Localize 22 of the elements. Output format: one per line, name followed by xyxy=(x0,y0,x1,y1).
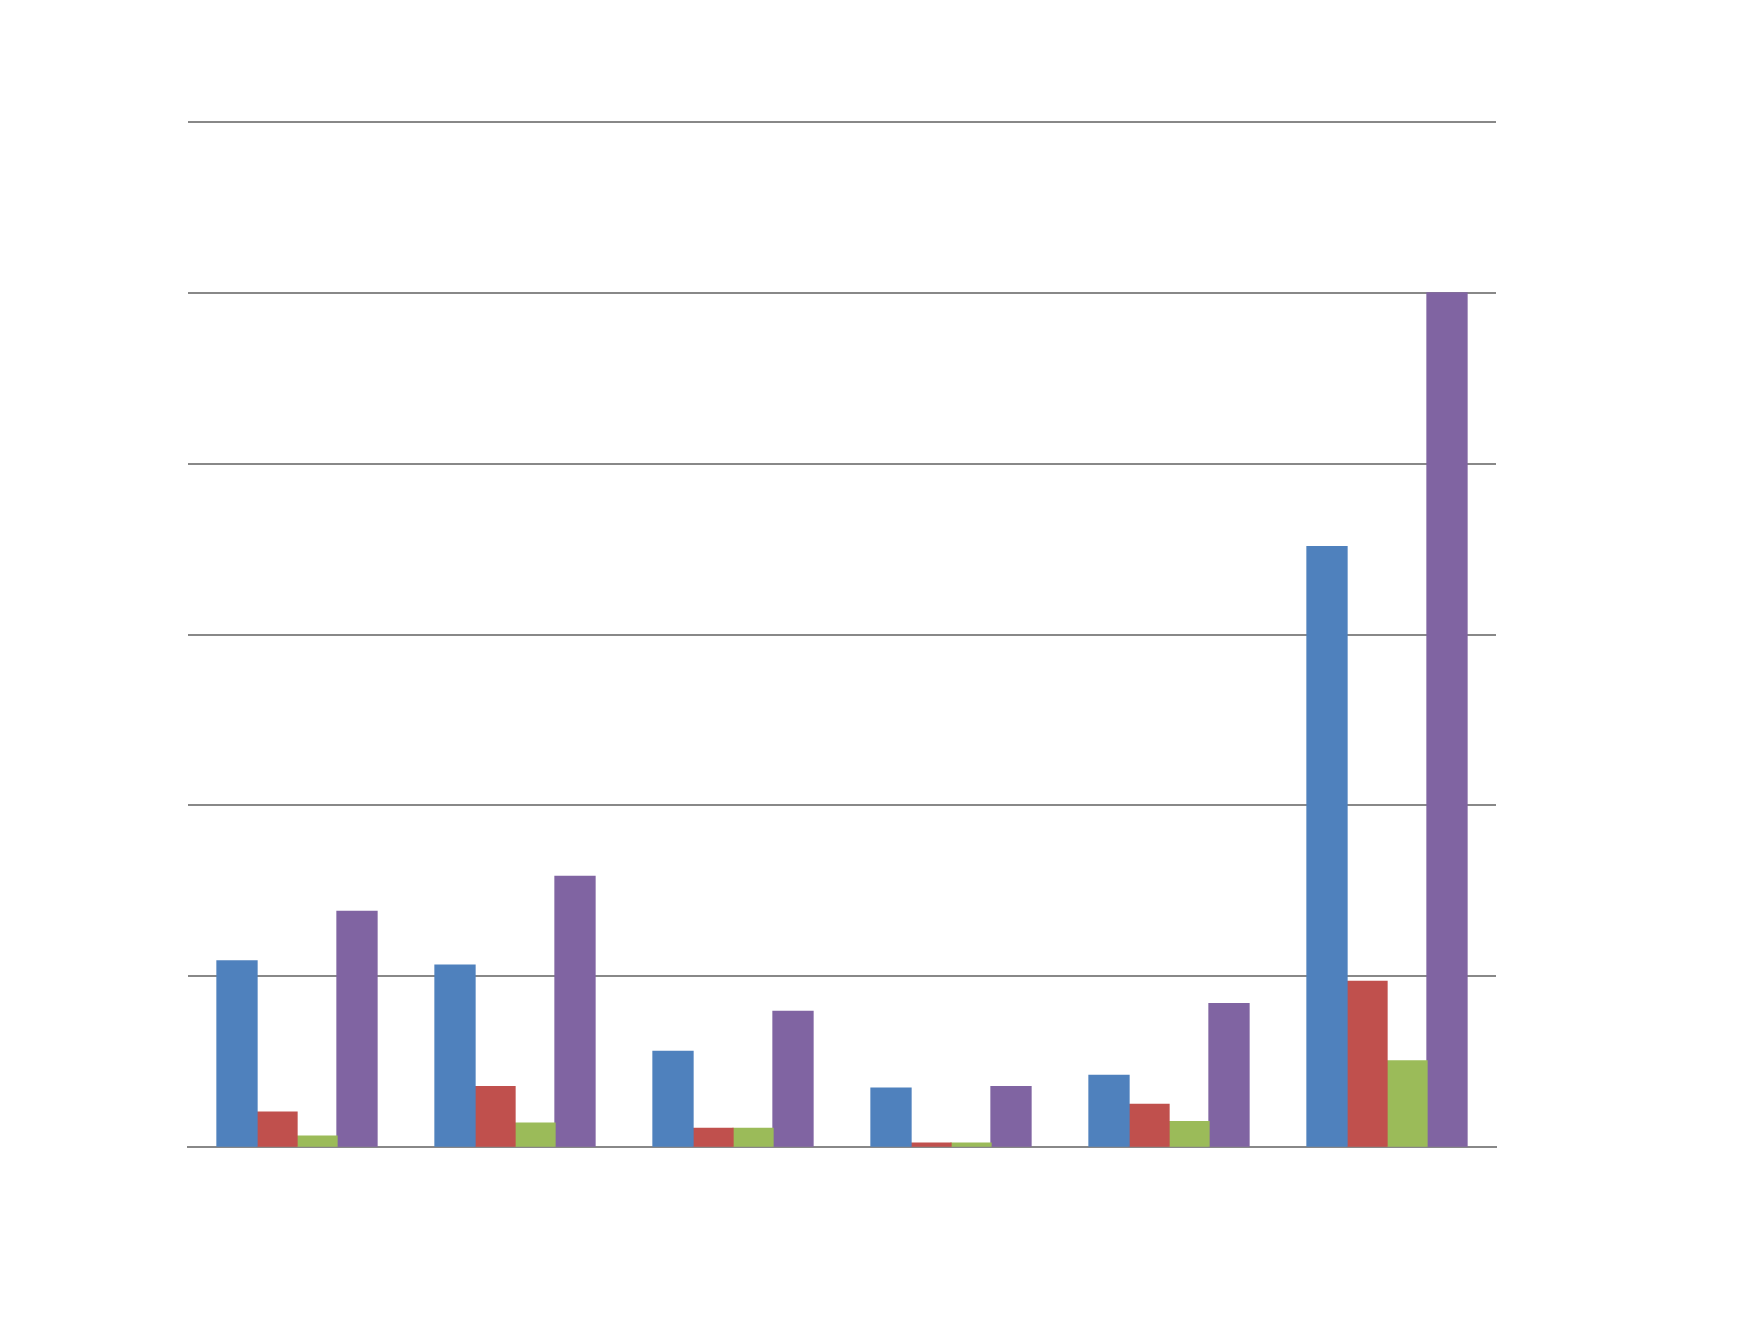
bar xyxy=(692,1127,734,1147)
bar xyxy=(1208,1003,1250,1147)
bar xyxy=(1346,980,1388,1147)
bar xyxy=(216,960,258,1147)
bar xyxy=(1386,1060,1428,1147)
bar xyxy=(474,1085,516,1147)
bar xyxy=(1168,1120,1210,1147)
bar xyxy=(870,1087,912,1147)
bar xyxy=(652,1050,694,1147)
bar xyxy=(1426,292,1468,1147)
bar xyxy=(732,1127,774,1147)
bar xyxy=(1128,1103,1170,1147)
bar xyxy=(256,1111,298,1147)
bar xyxy=(1088,1074,1130,1147)
bar xyxy=(1306,545,1348,1147)
bar xyxy=(434,964,476,1147)
bar xyxy=(772,1010,814,1147)
bar xyxy=(296,1135,338,1147)
bar xyxy=(990,1085,1032,1147)
bar xyxy=(336,910,378,1147)
bar xyxy=(554,875,596,1147)
bar xyxy=(514,1122,556,1147)
